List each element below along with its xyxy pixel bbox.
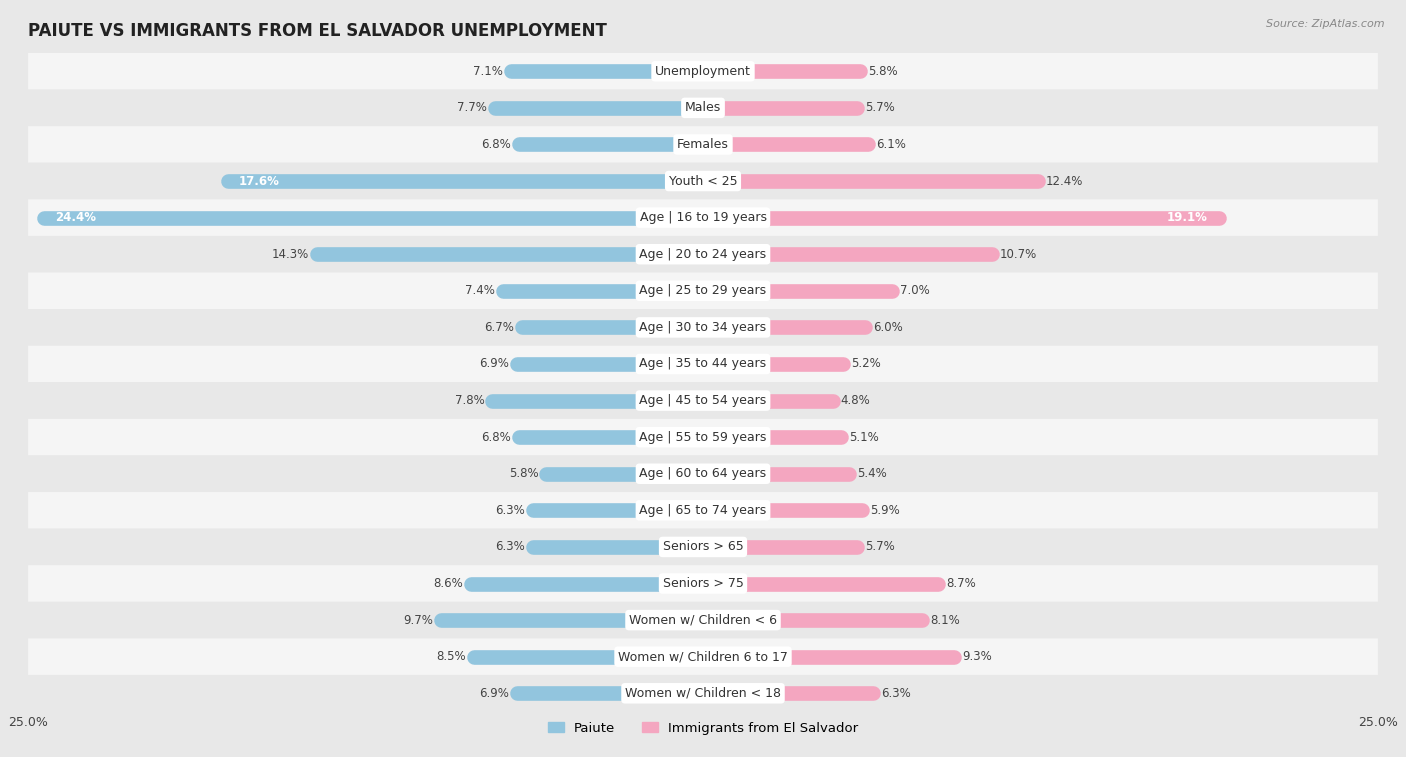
Text: 7.4%: 7.4% bbox=[465, 285, 495, 298]
Text: Youth < 25: Youth < 25 bbox=[669, 175, 737, 188]
Text: 7.7%: 7.7% bbox=[457, 101, 486, 114]
Text: 17.6%: 17.6% bbox=[239, 175, 280, 188]
FancyBboxPatch shape bbox=[28, 273, 1378, 309]
Text: 5.7%: 5.7% bbox=[865, 101, 894, 114]
Text: Age | 35 to 44 years: Age | 35 to 44 years bbox=[640, 357, 766, 370]
Text: 24.4%: 24.4% bbox=[55, 211, 96, 224]
Text: 5.8%: 5.8% bbox=[509, 467, 538, 480]
Text: 6.9%: 6.9% bbox=[479, 357, 509, 370]
Text: 5.4%: 5.4% bbox=[856, 467, 887, 480]
FancyBboxPatch shape bbox=[28, 163, 1378, 199]
Text: PAIUTE VS IMMIGRANTS FROM EL SALVADOR UNEMPLOYMENT: PAIUTE VS IMMIGRANTS FROM EL SALVADOR UN… bbox=[28, 22, 607, 40]
Text: Age | 65 to 74 years: Age | 65 to 74 years bbox=[640, 504, 766, 517]
FancyBboxPatch shape bbox=[28, 89, 1378, 126]
FancyBboxPatch shape bbox=[28, 565, 1378, 602]
Text: 9.7%: 9.7% bbox=[404, 614, 433, 627]
Text: 7.1%: 7.1% bbox=[474, 65, 503, 78]
Text: Source: ZipAtlas.com: Source: ZipAtlas.com bbox=[1267, 19, 1385, 29]
Text: 6.8%: 6.8% bbox=[482, 138, 512, 151]
Text: 5.7%: 5.7% bbox=[865, 540, 894, 553]
FancyBboxPatch shape bbox=[28, 492, 1378, 528]
FancyBboxPatch shape bbox=[28, 419, 1378, 456]
Text: 5.2%: 5.2% bbox=[852, 357, 882, 370]
Text: 7.8%: 7.8% bbox=[454, 394, 484, 407]
Text: Males: Males bbox=[685, 101, 721, 114]
Text: Women w/ Children < 6: Women w/ Children < 6 bbox=[628, 614, 778, 627]
Text: 10.7%: 10.7% bbox=[1000, 248, 1038, 260]
FancyBboxPatch shape bbox=[28, 126, 1378, 163]
Text: 5.8%: 5.8% bbox=[868, 65, 897, 78]
Text: 19.1%: 19.1% bbox=[1167, 211, 1208, 224]
Text: 5.1%: 5.1% bbox=[849, 431, 879, 444]
FancyBboxPatch shape bbox=[28, 456, 1378, 492]
Legend: Paiute, Immigrants from El Salvador: Paiute, Immigrants from El Salvador bbox=[548, 721, 858, 734]
FancyBboxPatch shape bbox=[28, 638, 1378, 675]
FancyBboxPatch shape bbox=[28, 528, 1378, 565]
Text: 8.5%: 8.5% bbox=[436, 650, 465, 663]
Text: 6.1%: 6.1% bbox=[876, 138, 905, 151]
Text: 6.0%: 6.0% bbox=[873, 321, 903, 334]
Text: Age | 30 to 34 years: Age | 30 to 34 years bbox=[640, 321, 766, 334]
Text: Age | 16 to 19 years: Age | 16 to 19 years bbox=[640, 211, 766, 224]
FancyBboxPatch shape bbox=[28, 675, 1378, 712]
Text: Age | 45 to 54 years: Age | 45 to 54 years bbox=[640, 394, 766, 407]
FancyBboxPatch shape bbox=[28, 53, 1378, 89]
FancyBboxPatch shape bbox=[28, 199, 1378, 236]
Text: Women w/ Children < 18: Women w/ Children < 18 bbox=[626, 687, 780, 699]
Text: Women w/ Children 6 to 17: Women w/ Children 6 to 17 bbox=[619, 650, 787, 663]
Text: Age | 55 to 59 years: Age | 55 to 59 years bbox=[640, 431, 766, 444]
Text: Age | 20 to 24 years: Age | 20 to 24 years bbox=[640, 248, 766, 260]
Text: Age | 60 to 64 years: Age | 60 to 64 years bbox=[640, 467, 766, 480]
Text: 8.1%: 8.1% bbox=[929, 614, 959, 627]
FancyBboxPatch shape bbox=[28, 382, 1378, 419]
Text: 6.7%: 6.7% bbox=[484, 321, 515, 334]
FancyBboxPatch shape bbox=[28, 309, 1378, 346]
Text: Seniors > 65: Seniors > 65 bbox=[662, 540, 744, 553]
Text: 5.9%: 5.9% bbox=[870, 504, 900, 517]
Text: 12.4%: 12.4% bbox=[1046, 175, 1083, 188]
Text: 8.7%: 8.7% bbox=[946, 577, 976, 590]
Text: Unemployment: Unemployment bbox=[655, 65, 751, 78]
Text: 9.3%: 9.3% bbox=[962, 650, 991, 663]
FancyBboxPatch shape bbox=[28, 602, 1378, 638]
Text: 6.3%: 6.3% bbox=[495, 504, 524, 517]
FancyBboxPatch shape bbox=[28, 346, 1378, 382]
FancyBboxPatch shape bbox=[28, 236, 1378, 273]
Text: 4.8%: 4.8% bbox=[841, 394, 870, 407]
Text: 6.8%: 6.8% bbox=[482, 431, 512, 444]
Text: 6.9%: 6.9% bbox=[479, 687, 509, 699]
Text: 14.3%: 14.3% bbox=[271, 248, 309, 260]
Text: Age | 25 to 29 years: Age | 25 to 29 years bbox=[640, 285, 766, 298]
Text: 7.0%: 7.0% bbox=[900, 285, 929, 298]
Text: 8.6%: 8.6% bbox=[433, 577, 463, 590]
Text: 6.3%: 6.3% bbox=[882, 687, 911, 699]
Text: Seniors > 75: Seniors > 75 bbox=[662, 577, 744, 590]
Text: 6.3%: 6.3% bbox=[495, 540, 524, 553]
Text: Females: Females bbox=[678, 138, 728, 151]
